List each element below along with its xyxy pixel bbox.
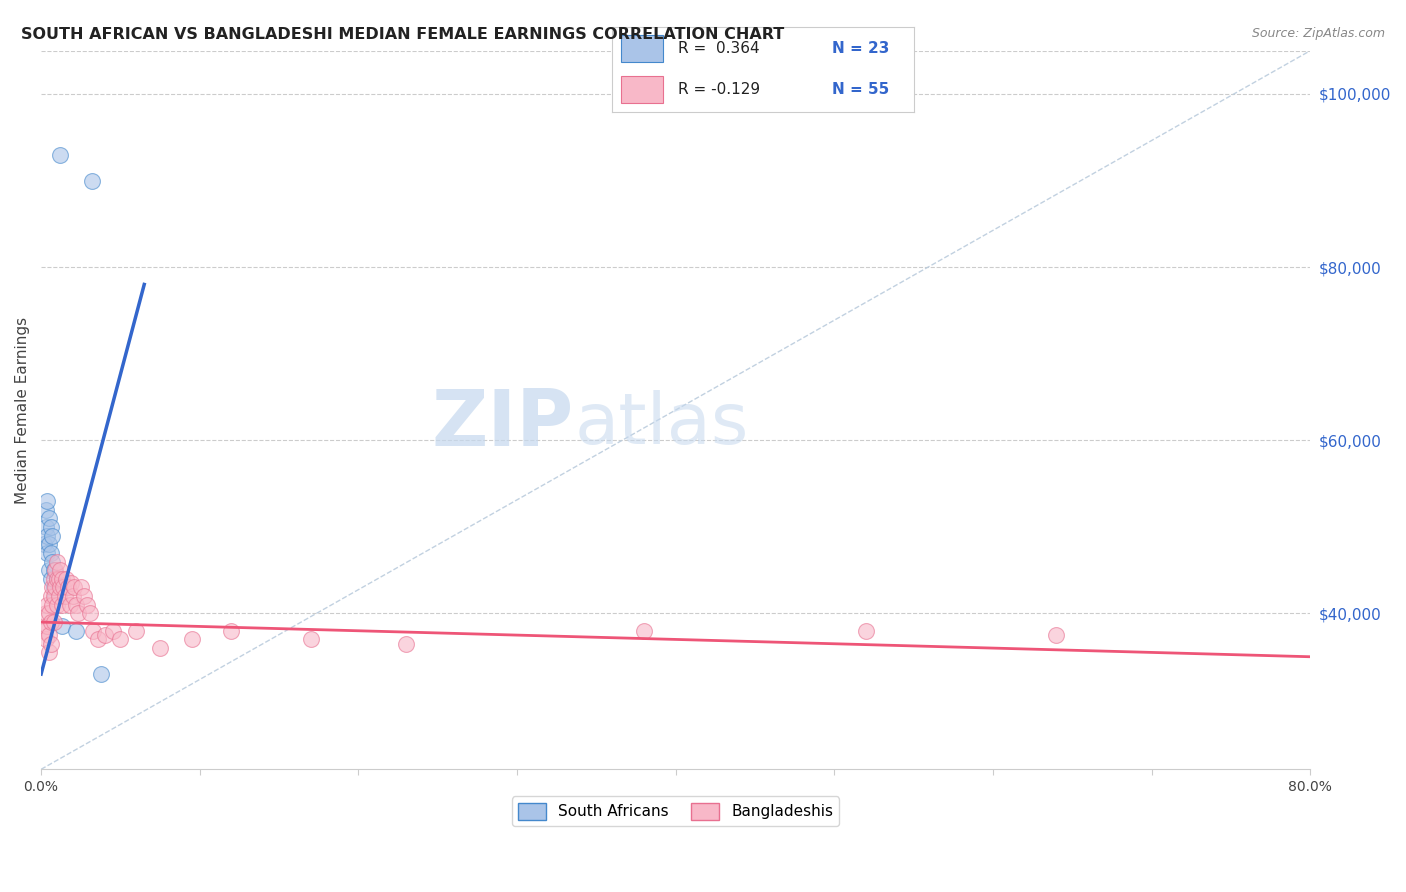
Point <box>41 581 63 595</box>
Point <box>44 589 66 603</box>
Point <box>41 598 63 612</box>
Point <box>46 572 69 586</box>
Legend: South Africans, Bangladeshis: South Africans, Bangladeshis <box>512 797 839 826</box>
Point <box>37 546 59 560</box>
Point <box>65 598 87 612</box>
Point <box>56 581 79 595</box>
Bar <box>620 76 664 103</box>
Point <box>855 624 877 638</box>
Point <box>63 581 86 595</box>
Point <box>59 598 82 612</box>
Point <box>82 624 104 638</box>
Point <box>39 637 62 651</box>
Point <box>37 619 59 633</box>
Point <box>221 624 243 638</box>
Point <box>51 619 73 633</box>
Text: N = 55: N = 55 <box>832 82 890 97</box>
Point <box>39 546 62 560</box>
Point <box>32 537 55 551</box>
Point <box>53 589 76 603</box>
Point <box>46 598 69 612</box>
Point <box>633 624 655 638</box>
Point <box>80 173 103 187</box>
Point <box>37 528 59 542</box>
Point <box>49 581 72 595</box>
Point <box>46 572 69 586</box>
Point <box>38 511 60 525</box>
Point <box>395 637 418 651</box>
Point <box>87 632 110 647</box>
Point <box>41 554 63 568</box>
Point <box>49 563 72 577</box>
Point <box>48 589 70 603</box>
Y-axis label: Median Female Earnings: Median Female Earnings <box>15 317 30 504</box>
Point <box>79 607 101 621</box>
Point <box>39 615 62 629</box>
Point <box>51 598 73 612</box>
Point <box>38 537 60 551</box>
Point <box>42 563 65 577</box>
Point <box>125 624 148 638</box>
Point <box>55 572 77 586</box>
Point <box>42 572 65 586</box>
Point <box>37 494 59 508</box>
Point <box>44 581 66 595</box>
Point <box>46 554 69 568</box>
Point <box>38 645 60 659</box>
Point <box>73 589 96 603</box>
Point <box>42 589 65 603</box>
Point <box>180 632 202 647</box>
Point <box>110 632 132 647</box>
Bar <box>620 36 664 62</box>
Point <box>42 581 65 595</box>
Text: R =  0.364: R = 0.364 <box>678 41 759 56</box>
Point <box>44 563 66 577</box>
Point <box>51 572 73 586</box>
Point <box>1045 628 1067 642</box>
Text: ZIP: ZIP <box>432 386 574 462</box>
Point <box>76 598 98 612</box>
Point <box>39 589 62 603</box>
Point <box>69 581 91 595</box>
Point <box>39 572 62 586</box>
Point <box>93 628 115 642</box>
Point <box>65 624 87 638</box>
Point <box>38 628 60 642</box>
Point <box>38 607 60 621</box>
Text: Source: ZipAtlas.com: Source: ZipAtlas.com <box>1251 27 1385 40</box>
Point <box>35 502 58 516</box>
Point <box>60 576 83 591</box>
Point <box>35 520 58 534</box>
Point <box>52 581 75 595</box>
Point <box>66 607 89 621</box>
Text: R = -0.129: R = -0.129 <box>678 82 761 97</box>
Point <box>37 598 59 612</box>
Point <box>41 528 63 542</box>
Point <box>42 615 65 629</box>
Text: N = 23: N = 23 <box>832 41 890 56</box>
Text: atlas: atlas <box>574 390 748 458</box>
Point <box>48 572 70 586</box>
Point <box>101 624 124 638</box>
Point <box>38 563 60 577</box>
Point <box>49 147 72 161</box>
Point <box>32 624 55 638</box>
Point <box>149 641 172 656</box>
Text: SOUTH AFRICAN VS BANGLADESHI MEDIAN FEMALE EARNINGS CORRELATION CHART: SOUTH AFRICAN VS BANGLADESHI MEDIAN FEMA… <box>21 27 785 42</box>
Point <box>62 589 84 603</box>
Point <box>35 632 58 647</box>
Point <box>299 632 322 647</box>
Point <box>90 667 112 681</box>
Point <box>35 607 58 621</box>
Point <box>39 520 62 534</box>
